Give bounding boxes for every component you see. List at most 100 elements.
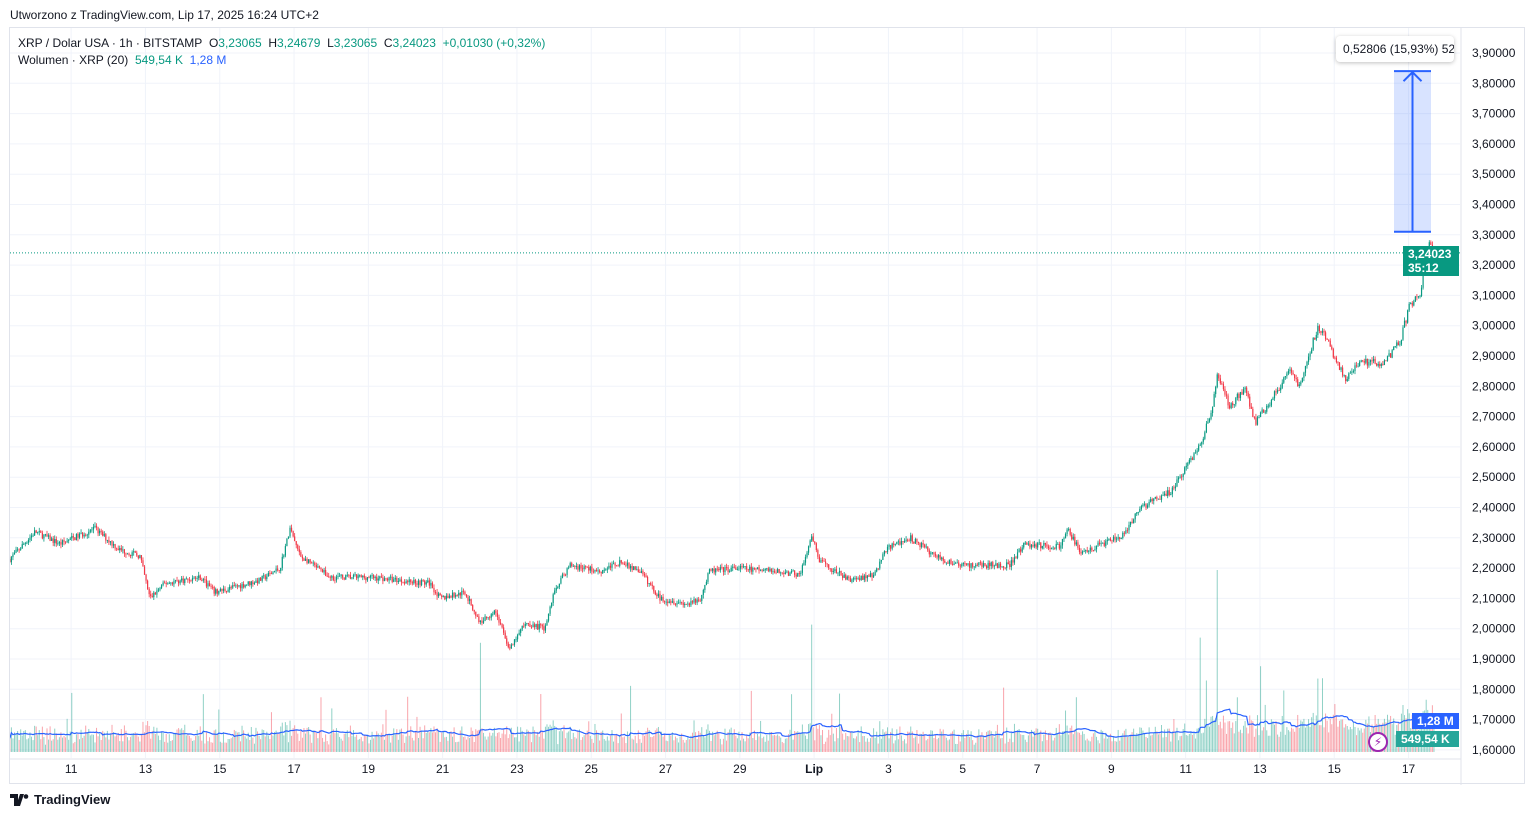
volume-bar (1390, 715, 1392, 752)
candle-body (123, 549, 125, 554)
candle-body (137, 555, 139, 559)
volume-bar (1088, 740, 1090, 752)
volume-bar (55, 733, 57, 752)
candle-body (1116, 538, 1118, 540)
volume-bar (114, 736, 116, 752)
candle-body (681, 601, 683, 603)
volume-bar (351, 735, 353, 752)
tradingview-logo[interactable]: TradingView (10, 792, 110, 807)
candle-body (900, 541, 903, 545)
volume-bar (1137, 733, 1139, 752)
candle-body (43, 534, 45, 539)
volume-bar (896, 729, 898, 752)
volume-bar (767, 740, 769, 752)
volume-bar (1366, 723, 1368, 752)
candle-body (840, 571, 842, 576)
candle-body (544, 625, 547, 631)
volume-bar (1170, 741, 1172, 752)
candle-body (982, 563, 985, 567)
volume-bar (137, 736, 139, 752)
candle-body (549, 606, 551, 614)
open-value: 3,23065 (218, 36, 262, 50)
candle-body (32, 535, 34, 537)
volume-bar (345, 733, 347, 752)
volume-bar (1304, 727, 1306, 752)
volume-bar (458, 741, 460, 752)
volume-bar (1116, 741, 1118, 752)
candle-body (351, 577, 353, 579)
volume-bar (987, 730, 989, 752)
candle-body (1320, 331, 1322, 333)
volume-bar (546, 724, 548, 752)
lightning-icon[interactable]: ⚡ (1368, 732, 1388, 752)
volume-bar (778, 736, 780, 752)
candle-body (1177, 477, 1180, 480)
y-tick-label: 2,60000 (1472, 440, 1516, 454)
x-tick-label: 17 (287, 762, 301, 776)
candle-body (266, 576, 268, 580)
volume-bar (13, 732, 15, 752)
volume-bar (1015, 731, 1017, 752)
volume-bar (1269, 735, 1271, 752)
volume-title[interactable]: Wolumen · XRP (20) (18, 53, 129, 67)
candle-body (1284, 376, 1286, 378)
volume-bar (808, 724, 810, 752)
candle-body (1232, 403, 1234, 406)
candle-body (1403, 320, 1406, 328)
y-tick-label: 2,50000 (1472, 470, 1516, 484)
candle-body (546, 620, 548, 626)
symbol-title[interactable]: XRP / Dolar USA · 1h · BITSTAMP (18, 36, 203, 50)
volume-bar (320, 697, 322, 752)
candle-body (664, 601, 666, 603)
low-label: L (327, 36, 334, 50)
volume-bar (619, 735, 621, 752)
volume-bar (1102, 731, 1104, 752)
candle-body (427, 580, 429, 583)
candle-body (54, 539, 56, 543)
volume-bar (184, 724, 186, 752)
x-tick-label: 5 (959, 762, 966, 776)
volume-bar (1339, 720, 1341, 752)
volume-bar (1040, 730, 1042, 752)
candle-body (886, 546, 889, 552)
volume-bar (1320, 725, 1322, 752)
volume-bar (185, 735, 187, 752)
candle-body (109, 541, 112, 543)
volume-bar (444, 737, 446, 752)
volume-bar (879, 721, 881, 752)
chart-frame[interactable]: 3,90000 3,80000 3,70000 3,60000 3,50000 3,400… (9, 27, 1526, 785)
candle-body (865, 575, 867, 579)
candle-body (360, 575, 362, 578)
candle-body (1303, 372, 1305, 378)
candle-body (1091, 547, 1093, 551)
volume-bar (608, 740, 610, 752)
volume-bar (318, 730, 320, 752)
candle-body (448, 595, 451, 599)
volume-bar (219, 741, 221, 752)
price-chart[interactable]: 3,900003,800003,700003,600003,500003,400… (10, 28, 1526, 785)
candle-body (55, 539, 57, 544)
candle-body (682, 602, 684, 605)
volume-bar (1143, 732, 1145, 752)
volume-bar (1278, 736, 1280, 752)
volume-bar (736, 738, 738, 752)
volume-bar (360, 736, 362, 752)
volume-bar (1075, 697, 1077, 752)
volume-bar (1023, 734, 1025, 752)
candle-body (1168, 490, 1170, 496)
volume-bar (729, 729, 731, 752)
volume-bar (1142, 730, 1144, 752)
candle-body (566, 568, 568, 575)
candle-body (1306, 361, 1308, 367)
volume-bar (733, 729, 735, 752)
candle-body (733, 566, 735, 568)
candle-body (1267, 405, 1269, 407)
candle-body (732, 566, 734, 568)
volume-bar (1052, 740, 1054, 752)
candle-body (712, 568, 714, 571)
volume-bar (1204, 718, 1206, 752)
volume-bar (264, 736, 266, 752)
volume-bar (479, 642, 481, 752)
candle-body (306, 558, 308, 564)
volume-bar (469, 737, 471, 752)
